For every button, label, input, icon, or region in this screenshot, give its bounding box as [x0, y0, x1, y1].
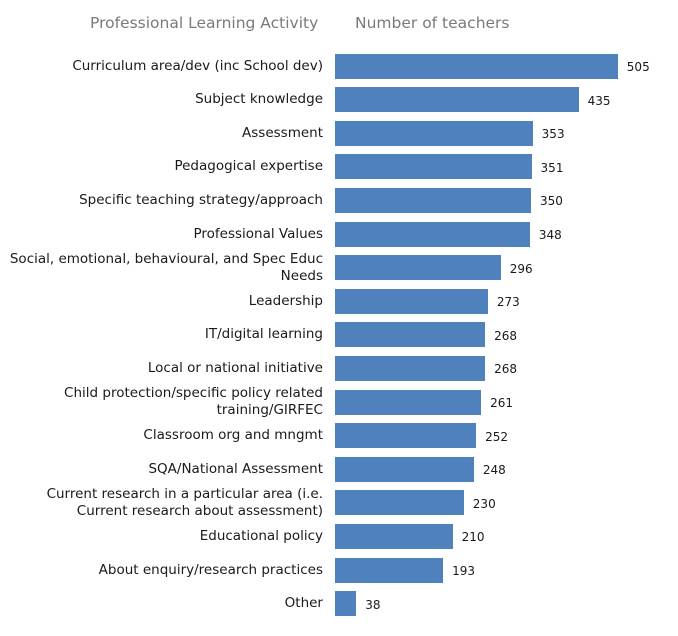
category-label: Social, emotional, behavioural, and Spec…: [9, 250, 323, 284]
bar: [335, 389, 482, 415]
bar: [335, 87, 579, 113]
bar: [335, 523, 453, 549]
value-label: 193: [452, 564, 475, 578]
value-label: 350: [540, 194, 563, 209]
value-label: 273: [496, 295, 520, 310]
bar: [335, 322, 486, 348]
value-label: 268: [494, 362, 517, 377]
bar: [335, 187, 531, 213]
category-label: Classroom org and mngmt: [143, 427, 323, 444]
bar: [335, 423, 477, 449]
activity-column-header: Professional Learning Activity: [90, 14, 319, 32]
value-label: 252: [485, 429, 509, 444]
bar: [335, 456, 474, 482]
category-label: Leadership: [248, 292, 323, 309]
value-label: 348: [538, 228, 562, 242]
bar: [335, 154, 532, 180]
bar: [335, 591, 357, 617]
category-label: Professional Values: [193, 225, 323, 242]
category-label: Educational policy: [199, 527, 323, 544]
bar: [335, 53, 618, 79]
value-label: 38: [365, 597, 381, 612]
count-column-header: Number of teachers: [355, 14, 510, 32]
bar: [335, 490, 464, 516]
value-label: 261: [490, 396, 514, 410]
value-label: 230: [472, 496, 496, 511]
value-label: 268: [494, 328, 517, 343]
bar: [335, 288, 488, 314]
category-label: Curriculum area/dev (inc School dev): [72, 57, 323, 74]
bar: [335, 355, 486, 381]
category-label: SQA/National Assessment: [148, 460, 323, 477]
category-label: Child protection/specific policy related…: [64, 385, 323, 418]
value-label: 353: [541, 127, 565, 142]
value-label: 210: [461, 530, 485, 545]
category-label: Other: [284, 595, 323, 612]
category-label: Assessment: [242, 124, 323, 141]
bar: [335, 120, 533, 146]
category-label: Pedagogical expertise: [174, 158, 323, 175]
value-label: 435: [587, 93, 611, 108]
category-label: Subject knowledge: [195, 91, 323, 108]
value-label: 296: [509, 261, 533, 276]
bar: [335, 255, 501, 281]
value-label: 248: [482, 463, 506, 478]
category-label: Local or national initiative: [147, 359, 323, 376]
bar: [335, 221, 530, 247]
category-label: Current research in a particular area (i…: [46, 485, 323, 519]
value-label: 351: [540, 160, 564, 175]
category-label: About enquiry/research practices: [98, 561, 323, 578]
value-label: 505: [626, 60, 650, 74]
category-label: Specific teaching strategy/approach: [79, 191, 323, 208]
bar: [335, 557, 444, 583]
category-label: IT/digital learning: [204, 326, 323, 343]
